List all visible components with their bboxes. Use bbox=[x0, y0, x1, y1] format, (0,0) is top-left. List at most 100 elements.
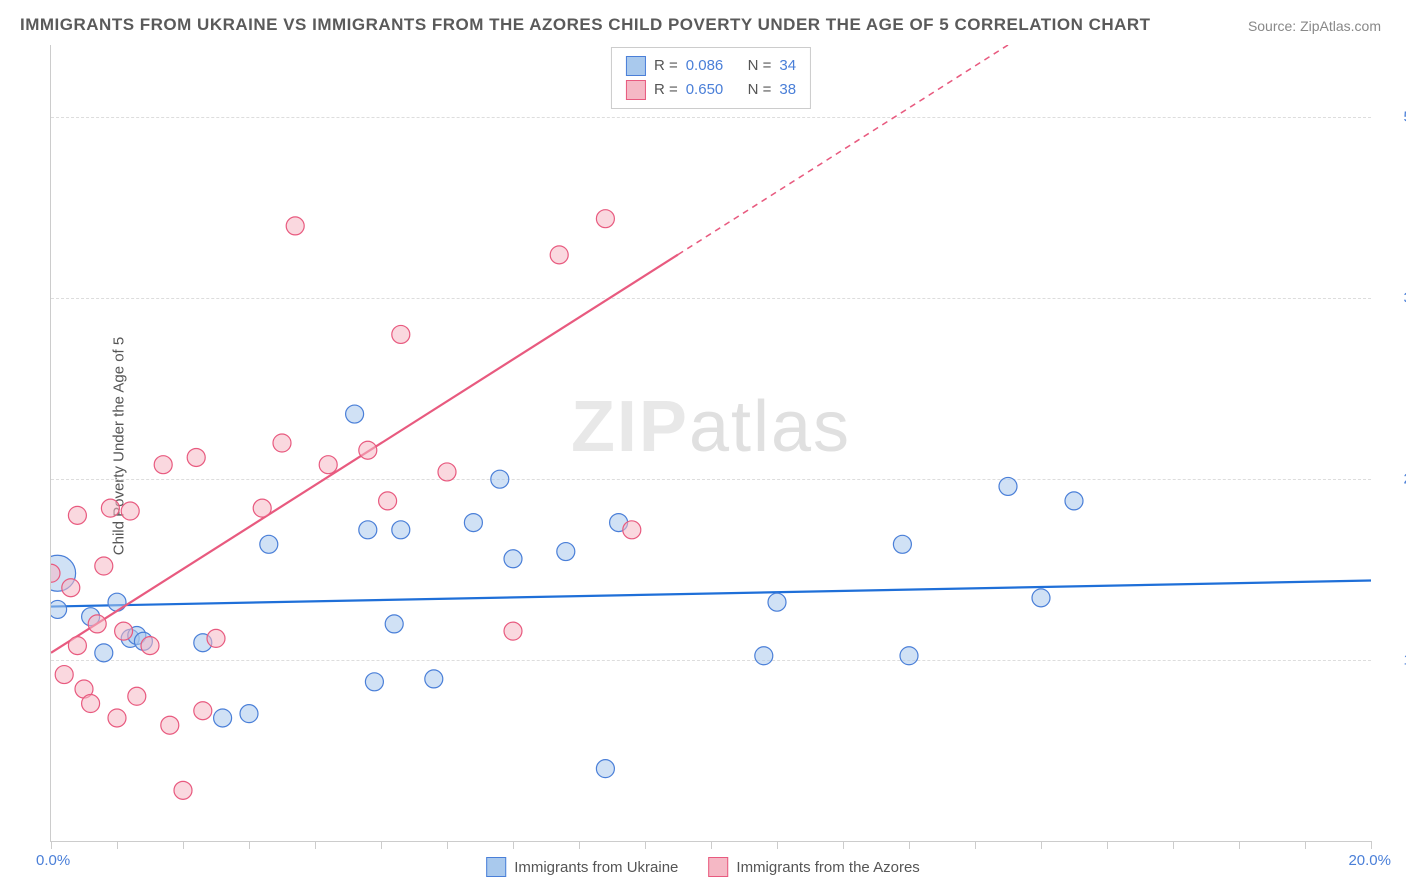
data-point bbox=[557, 543, 575, 561]
x-tick bbox=[1173, 841, 1174, 849]
y-tick-label: 37.5% bbox=[1381, 290, 1406, 307]
x-max-label: 20.0% bbox=[1348, 852, 1391, 869]
chart-title: IMMIGRANTS FROM UKRAINE VS IMMIGRANTS FR… bbox=[20, 15, 1151, 35]
x-tick bbox=[1107, 841, 1108, 849]
x-origin-label: 0.0% bbox=[36, 852, 70, 869]
plot-area: ZIPatlas R = 0.086 N = 34 R = 0.650 N = … bbox=[50, 45, 1371, 842]
data-point bbox=[596, 210, 614, 228]
series-legend-ukraine: Immigrants from Ukraine bbox=[486, 857, 678, 877]
x-tick bbox=[1305, 841, 1306, 849]
x-tick bbox=[909, 841, 910, 849]
data-point bbox=[62, 579, 80, 597]
data-point bbox=[108, 709, 126, 727]
data-point bbox=[207, 629, 225, 647]
data-point bbox=[1065, 492, 1083, 510]
data-point bbox=[1032, 589, 1050, 607]
x-tick bbox=[51, 841, 52, 849]
r-value: 0.650 bbox=[686, 78, 724, 102]
y-tick-label: 12.5% bbox=[1381, 652, 1406, 669]
data-point bbox=[379, 492, 397, 510]
x-tick bbox=[1239, 841, 1240, 849]
x-tick bbox=[513, 841, 514, 849]
data-point bbox=[121, 502, 139, 520]
data-point bbox=[900, 647, 918, 665]
data-point bbox=[260, 535, 278, 553]
data-point bbox=[319, 456, 337, 474]
x-tick bbox=[975, 841, 976, 849]
legend-swatch-pink bbox=[708, 857, 728, 877]
data-point bbox=[365, 673, 383, 691]
data-point bbox=[893, 535, 911, 553]
y-tick-label: 25.0% bbox=[1381, 471, 1406, 488]
data-point bbox=[550, 246, 568, 264]
x-tick bbox=[1041, 841, 1042, 849]
x-tick bbox=[843, 841, 844, 849]
r-label: R = bbox=[654, 78, 678, 102]
data-point bbox=[82, 695, 100, 713]
data-point bbox=[999, 477, 1017, 495]
data-point bbox=[141, 637, 159, 655]
series-label: Immigrants from Ukraine bbox=[514, 859, 678, 876]
data-point bbox=[596, 760, 614, 778]
data-point bbox=[425, 670, 443, 688]
data-point bbox=[768, 593, 786, 611]
source-attribution: Source: ZipAtlas.com bbox=[1248, 18, 1381, 34]
data-point bbox=[755, 647, 773, 665]
data-point bbox=[88, 615, 106, 633]
x-tick bbox=[249, 841, 250, 849]
data-point bbox=[240, 705, 258, 723]
x-tick bbox=[777, 841, 778, 849]
plot-svg bbox=[51, 45, 1371, 841]
x-tick bbox=[645, 841, 646, 849]
data-point bbox=[101, 499, 119, 517]
series-legend-azores: Immigrants from the Azores bbox=[708, 857, 919, 877]
correlation-chart: IMMIGRANTS FROM UKRAINE VS IMMIGRANTS FR… bbox=[0, 0, 1406, 892]
data-point bbox=[55, 666, 73, 684]
legend-swatch-blue bbox=[626, 56, 646, 76]
x-tick bbox=[315, 841, 316, 849]
data-point bbox=[392, 521, 410, 539]
data-point bbox=[51, 600, 67, 618]
stats-legend-row-azores: R = 0.650 N = 38 bbox=[626, 78, 796, 102]
data-point bbox=[187, 448, 205, 466]
data-point bbox=[346, 405, 364, 423]
data-point bbox=[464, 514, 482, 532]
legend-swatch-blue bbox=[486, 857, 506, 877]
n-value: 38 bbox=[779, 78, 796, 102]
stats-legend: R = 0.086 N = 34 R = 0.650 N = 38 bbox=[611, 47, 811, 109]
x-tick bbox=[381, 841, 382, 849]
data-point bbox=[95, 644, 113, 662]
series-legend: Immigrants from Ukraine Immigrants from … bbox=[486, 857, 920, 877]
data-point bbox=[286, 217, 304, 235]
data-point bbox=[504, 550, 522, 568]
data-point bbox=[194, 702, 212, 720]
data-point bbox=[491, 470, 509, 488]
x-tick bbox=[183, 841, 184, 849]
data-point bbox=[438, 463, 456, 481]
data-point bbox=[154, 456, 172, 474]
data-point bbox=[359, 521, 377, 539]
trendline-solid bbox=[51, 580, 1371, 606]
data-point bbox=[214, 709, 232, 727]
series-label: Immigrants from the Azores bbox=[736, 859, 919, 876]
data-point bbox=[108, 593, 126, 611]
data-point bbox=[392, 325, 410, 343]
x-tick bbox=[711, 841, 712, 849]
data-point bbox=[273, 434, 291, 452]
data-point bbox=[174, 781, 192, 799]
data-point bbox=[161, 716, 179, 734]
y-tick-label: 50.0% bbox=[1381, 109, 1406, 126]
stats-legend-row-ukraine: R = 0.086 N = 34 bbox=[626, 54, 796, 78]
data-point bbox=[623, 521, 641, 539]
x-tick bbox=[579, 841, 580, 849]
data-point bbox=[359, 441, 377, 459]
x-tick bbox=[117, 841, 118, 849]
legend-swatch-pink bbox=[626, 80, 646, 100]
x-tick bbox=[1371, 841, 1372, 849]
data-point bbox=[68, 637, 86, 655]
n-value: 34 bbox=[779, 54, 796, 78]
r-label: R = bbox=[654, 54, 678, 78]
data-point bbox=[385, 615, 403, 633]
r-value: 0.086 bbox=[686, 54, 724, 78]
x-tick bbox=[447, 841, 448, 849]
